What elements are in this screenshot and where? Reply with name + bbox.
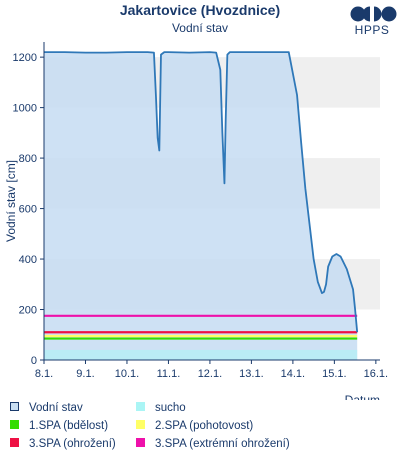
hpps-logo-icon: [350, 6, 397, 22]
legend-label: Vodní stav: [29, 402, 83, 414]
hpps-logo: HPPS: [346, 5, 398, 41]
legend-item-spa3-extreme: 3.SPA (extrémní ohrožení): [136, 436, 290, 452]
logo-text: HPPS: [354, 23, 390, 37]
x-tick-label: 13.1.: [239, 368, 263, 380]
y-tick-label: 400: [19, 254, 37, 266]
chart-title: Jakartovice (Hvozdnice): [119, 2, 281, 18]
legend-swatch-spa2: [136, 420, 145, 430]
y-tick-label: 0: [31, 355, 37, 367]
y-tick-label: 600: [19, 204, 37, 216]
x-tick-label: 12.1.: [198, 368, 222, 380]
y-tick-label: 200: [19, 305, 37, 317]
x-tick-label: 9.1.: [76, 368, 94, 380]
series-line-vodni-stav: [43, 51, 359, 333]
y-tick-label: 1000: [13, 103, 37, 115]
legend-item-spa2: 2.SPA (pohotovost): [136, 418, 253, 434]
y-tick-label: 1200: [13, 52, 37, 64]
chart-subtitle: Vodní stav: [171, 21, 229, 35]
legend-swatch-sucho: [136, 402, 145, 412]
legend-label: 2.SPA (pohotovost): [155, 420, 254, 432]
series-area-vodni-stav: [44, 52, 358, 360]
legend-item-spa1: 1.SPA (bdělost): [10, 418, 108, 434]
y-axis-label: Vodní stav [cm]: [4, 160, 18, 242]
x-tick-label: 10.1.: [115, 368, 139, 380]
x-tick-label: 8.1.: [35, 368, 53, 380]
x-axis-label: Datum: [345, 393, 380, 400]
legend-label: 3.SPA (extrémní ohrožení): [155, 438, 290, 450]
legend-label: 1.SPA (bdělost): [29, 420, 109, 432]
legend-swatch-vodni-stav: [10, 402, 19, 412]
x-tick-label: 16.1.: [364, 368, 388, 380]
x-tick-label: 15.1.: [322, 368, 346, 380]
legend-item-vodni-stav: Vodní stav: [10, 400, 83, 416]
y-tick-label: 800: [19, 153, 37, 165]
legend-swatch-spa3-extreme: [136, 438, 145, 448]
x-tick-label: 11.1.: [157, 368, 181, 380]
legend-label: 3.SPA (ohrožení): [29, 438, 116, 450]
x-tick-label: 14.1.: [281, 368, 305, 380]
legend-item-sucho: sucho: [136, 400, 186, 416]
level-band-sucho: [44, 349, 358, 360]
legend-swatch-spa3: [10, 438, 19, 448]
legend-swatch-spa1: [10, 420, 19, 430]
water-level-chart: 0 200 400 600 800 1000 1200 8.1. 9.1. 10.1. 11.1. 1…: [4, 42, 388, 400]
legend-label: sucho: [155, 402, 186, 414]
legend-item-spa3: 3.SPA (ohrožení): [10, 436, 116, 452]
